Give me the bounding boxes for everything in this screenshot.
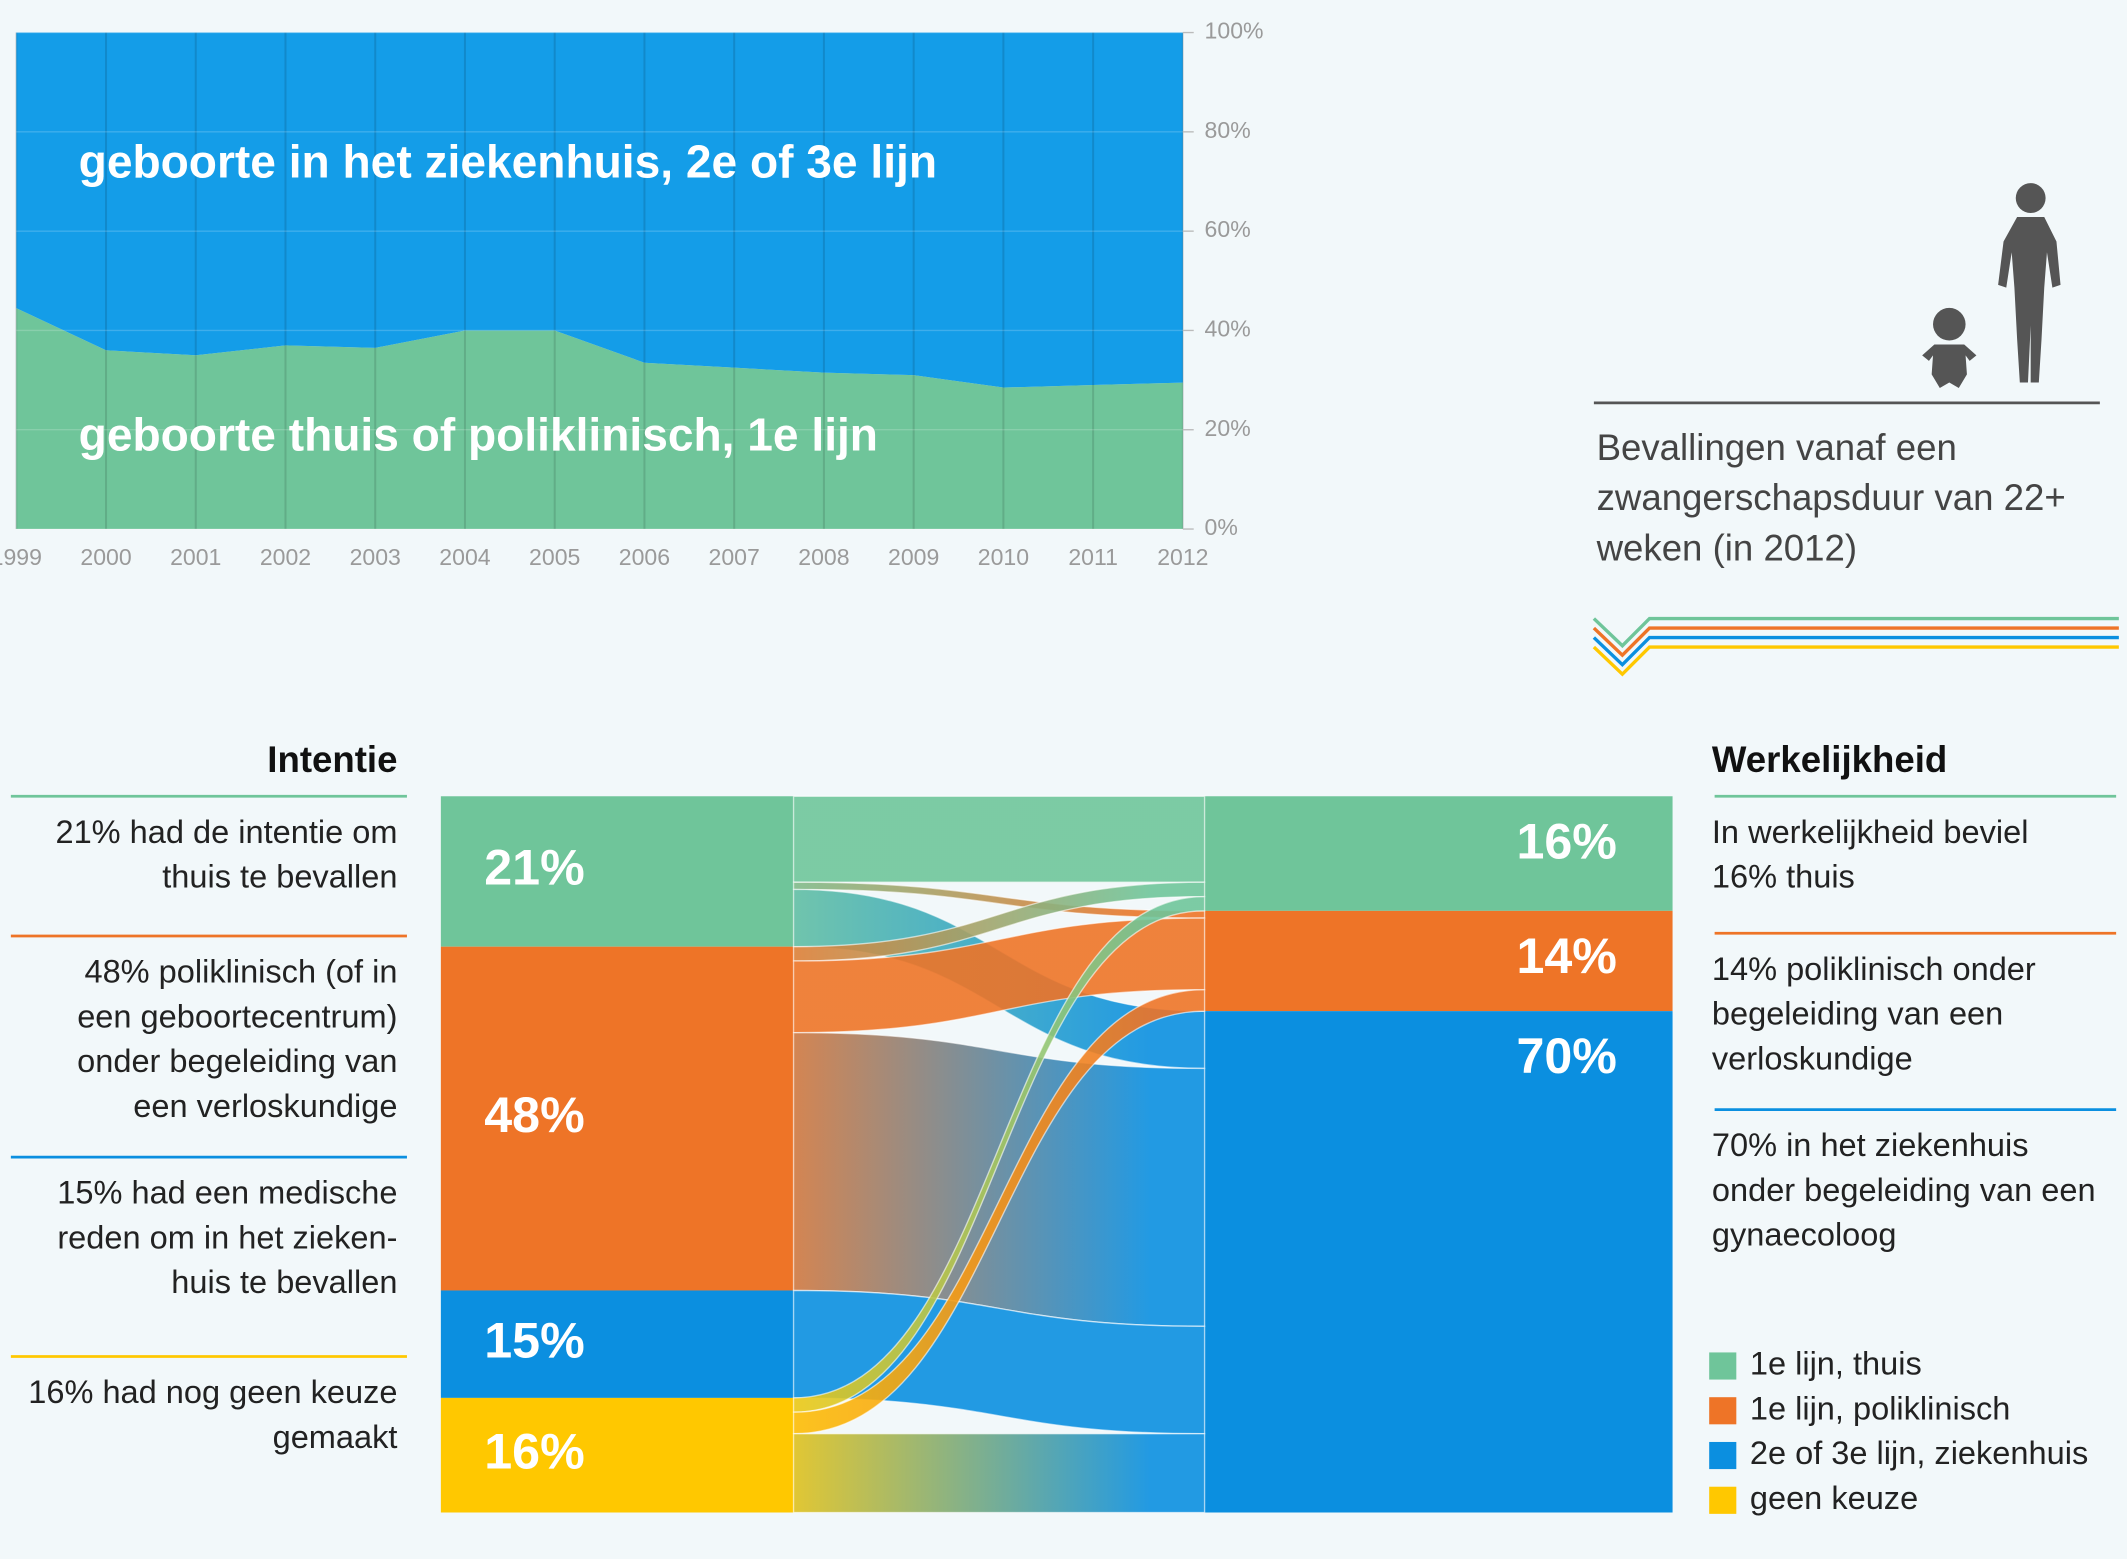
left-node-label: 21% [484, 840, 584, 896]
right-description: verloskundige [1712, 1040, 1913, 1076]
caption: zwangerschapsduur van 22+ [1597, 477, 2066, 518]
flow [794, 796, 1205, 882]
area-chart: 0% 20% 40% 60% 80% 100% 1999 2000 2001 2002 2003 20… [0, 18, 1264, 570]
x-tick-label: 2006 [619, 544, 670, 570]
right-description: onder begeleiding van een [1712, 1172, 2096, 1208]
series-label: geboorte in het ziekenhuis, 2e of 3e lij… [79, 136, 937, 188]
x-tick-label: 2008 [798, 544, 849, 570]
left-description: reden om in het zieken- [57, 1219, 397, 1255]
left-description: gemaakt [273, 1419, 398, 1455]
x-tick-label: 1999 [0, 544, 42, 570]
y-tick-label: 100% [1205, 18, 1264, 44]
flow [794, 1434, 1205, 1513]
legend-swatch [1709, 1487, 1736, 1514]
baby-body [1922, 345, 1976, 388]
infographic: Intentie Werkelijkheid 0% 20% 40% 60% 80% 100… [0, 0, 2127, 1559]
x-tick-label: 2012 [1157, 544, 1208, 570]
right-node [1205, 1011, 1673, 1512]
y-tick-label: 40% [1205, 316, 1251, 342]
legend-label: geen keuze [1750, 1480, 1918, 1516]
right-title: Werkelijkheid [1712, 739, 1947, 780]
woman-body [1998, 217, 2060, 382]
x-tick-label: 2002 [260, 544, 311, 570]
woman-head [2016, 183, 2046, 213]
y-tick-label: 60% [1205, 216, 1251, 242]
x-tick-label: 2000 [80, 544, 131, 570]
y-tick-label: 80% [1205, 117, 1251, 143]
x-tick-label: 2010 [978, 544, 1029, 570]
right-description: gynaecoloog [1712, 1217, 1897, 1253]
left-title: Intentie [267, 739, 397, 780]
x-tick-label: 2001 [170, 544, 221, 570]
sankey: 21% 48% 15% 16% 16% 14% 70% 21% had de intentie… [11, 796, 2116, 1516]
right-node-label: 16% [1516, 813, 1616, 869]
flow [794, 1033, 1205, 1327]
x-tick-label: 2011 [1068, 544, 1118, 570]
page: Intentie Werkelijkheid 0% 20% 40% 60% 80% 100… [0, 0, 2127, 1559]
x-tick-label: 2007 [709, 544, 760, 570]
caption: Bevallingen vanaf een [1597, 427, 1957, 468]
left-node-label: 16% [484, 1423, 584, 1479]
left-description: thuis te bevallen [162, 859, 397, 895]
legend-label: 1e lijn, thuis [1750, 1346, 1922, 1382]
right-description: 16% thuis [1712, 859, 1855, 895]
x-tick-label: 2004 [439, 544, 490, 570]
right-node-label: 14% [1516, 928, 1616, 984]
baby-head [1933, 308, 1966, 341]
legend-label: 1e lijn, poliklinisch [1750, 1390, 2011, 1426]
decor-lines [1594, 619, 2119, 675]
left-description: onder begeleiding van [77, 1043, 397, 1079]
decor-line [1594, 628, 2119, 655]
y-tick-label: 20% [1205, 415, 1251, 441]
legend-swatch [1709, 1442, 1736, 1469]
left-description: 21% had de intentie om [55, 814, 397, 850]
left-description: 15% had een medische [57, 1175, 397, 1211]
right-description: In werkelijkheid beviel [1712, 814, 2029, 850]
left-description: 16% had nog geen keuze [28, 1374, 397, 1410]
left-description: een verloskundige [133, 1088, 397, 1124]
series-label: geboorte thuis of poliklinisch, 1e lijn [79, 408, 878, 460]
left-node-label: 48% [484, 1087, 584, 1143]
right-node-label: 70% [1516, 1028, 1616, 1084]
caption: weken (in 2012) [1596, 527, 1857, 568]
decor-line [1594, 647, 2119, 674]
x-tick-label: 2009 [888, 544, 939, 570]
silhouettes [1922, 183, 2060, 388]
legend-swatch [1709, 1352, 1736, 1379]
x-tick-label: 2005 [529, 544, 580, 570]
left-node-label: 15% [484, 1312, 584, 1368]
decor-line [1594, 619, 2119, 646]
area [16, 33, 1183, 388]
legend-label: 2e of 3e lijn, ziekenhuis [1750, 1435, 2088, 1471]
right-description: begeleiding van een [1712, 996, 2003, 1032]
left-description: 48% poliklinisch (of in [84, 954, 397, 990]
left-description: huis te bevallen [171, 1264, 397, 1300]
legend-swatch [1709, 1397, 1736, 1424]
y-tick-label: 0% [1205, 514, 1238, 540]
canvas: Intentie Werkelijkheid 0% 20% 40% 60% 80% 100… [0, 0, 2127, 1559]
right-description: 70% in het ziekenhuis [1712, 1127, 2029, 1163]
left-description: een geboortecentrum) [77, 998, 397, 1034]
x-tick-label: 2003 [350, 544, 401, 570]
decor-line [1594, 638, 2119, 665]
right-description: 14% poliklinisch onder [1712, 951, 2036, 987]
